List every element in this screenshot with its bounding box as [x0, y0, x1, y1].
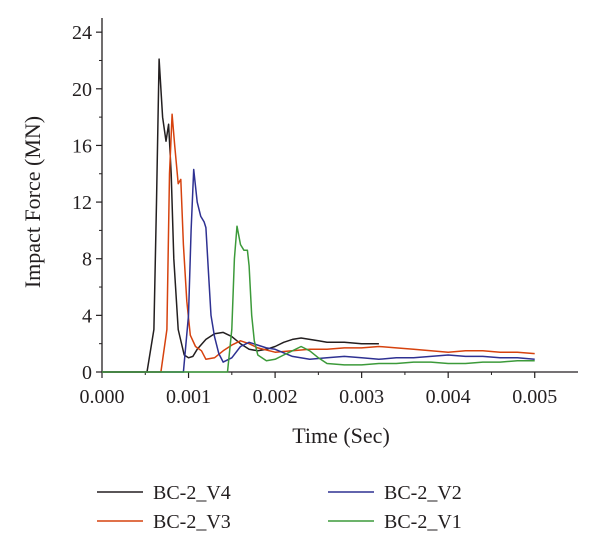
y-tick-label: 20: [72, 79, 92, 101]
y-axis-label: Impact Force (MN): [20, 116, 45, 288]
legend: BC-2_V4 BC-2_V2 BC-2_V3 BC-2_V1: [97, 482, 462, 533]
x-axis-label: Time (Sec): [292, 423, 390, 448]
y-tick-label: 4: [82, 305, 92, 327]
series-line-bc-2_v1: [102, 225, 535, 373]
legend-item: BC-2_V3: [97, 511, 231, 533]
series-line-bc-2_v2: [102, 168, 535, 373]
legend-label: BC-2_V2: [384, 482, 462, 504]
legend-label: BC-2_V1: [384, 511, 462, 533]
y-tick-label: 8: [82, 249, 92, 271]
y-tick-label: 24: [72, 22, 92, 44]
series-layer: [102, 58, 535, 373]
y-tick-label: 0: [82, 362, 92, 384]
x-tick-label: 0.001: [166, 386, 211, 408]
x-tick-label: 0.005: [512, 386, 557, 408]
x-tick-label: 0.003: [339, 386, 384, 408]
y-tick-label: 12: [72, 192, 92, 214]
series-line-bc-2_v3: [102, 113, 535, 373]
series-line-bc-2_v4: [102, 58, 379, 373]
x-tick-label: 0.002: [253, 386, 298, 408]
legend-label: BC-2_V4: [153, 482, 231, 504]
legend-item: BC-2_V2: [328, 482, 462, 504]
axes: 0 4 8 12 16 20 24 0.000 0.001 0.002 0.003 0.004 0.00…: [72, 18, 578, 408]
legend-item: BC-2_V4: [97, 482, 231, 504]
x-tick-label: 0.004: [426, 386, 471, 408]
y-tick-label: 16: [72, 135, 92, 157]
legend-label: BC-2_V3: [153, 511, 231, 533]
legend-item: BC-2_V1: [328, 511, 462, 533]
x-tick-label: 0.000: [80, 386, 125, 408]
